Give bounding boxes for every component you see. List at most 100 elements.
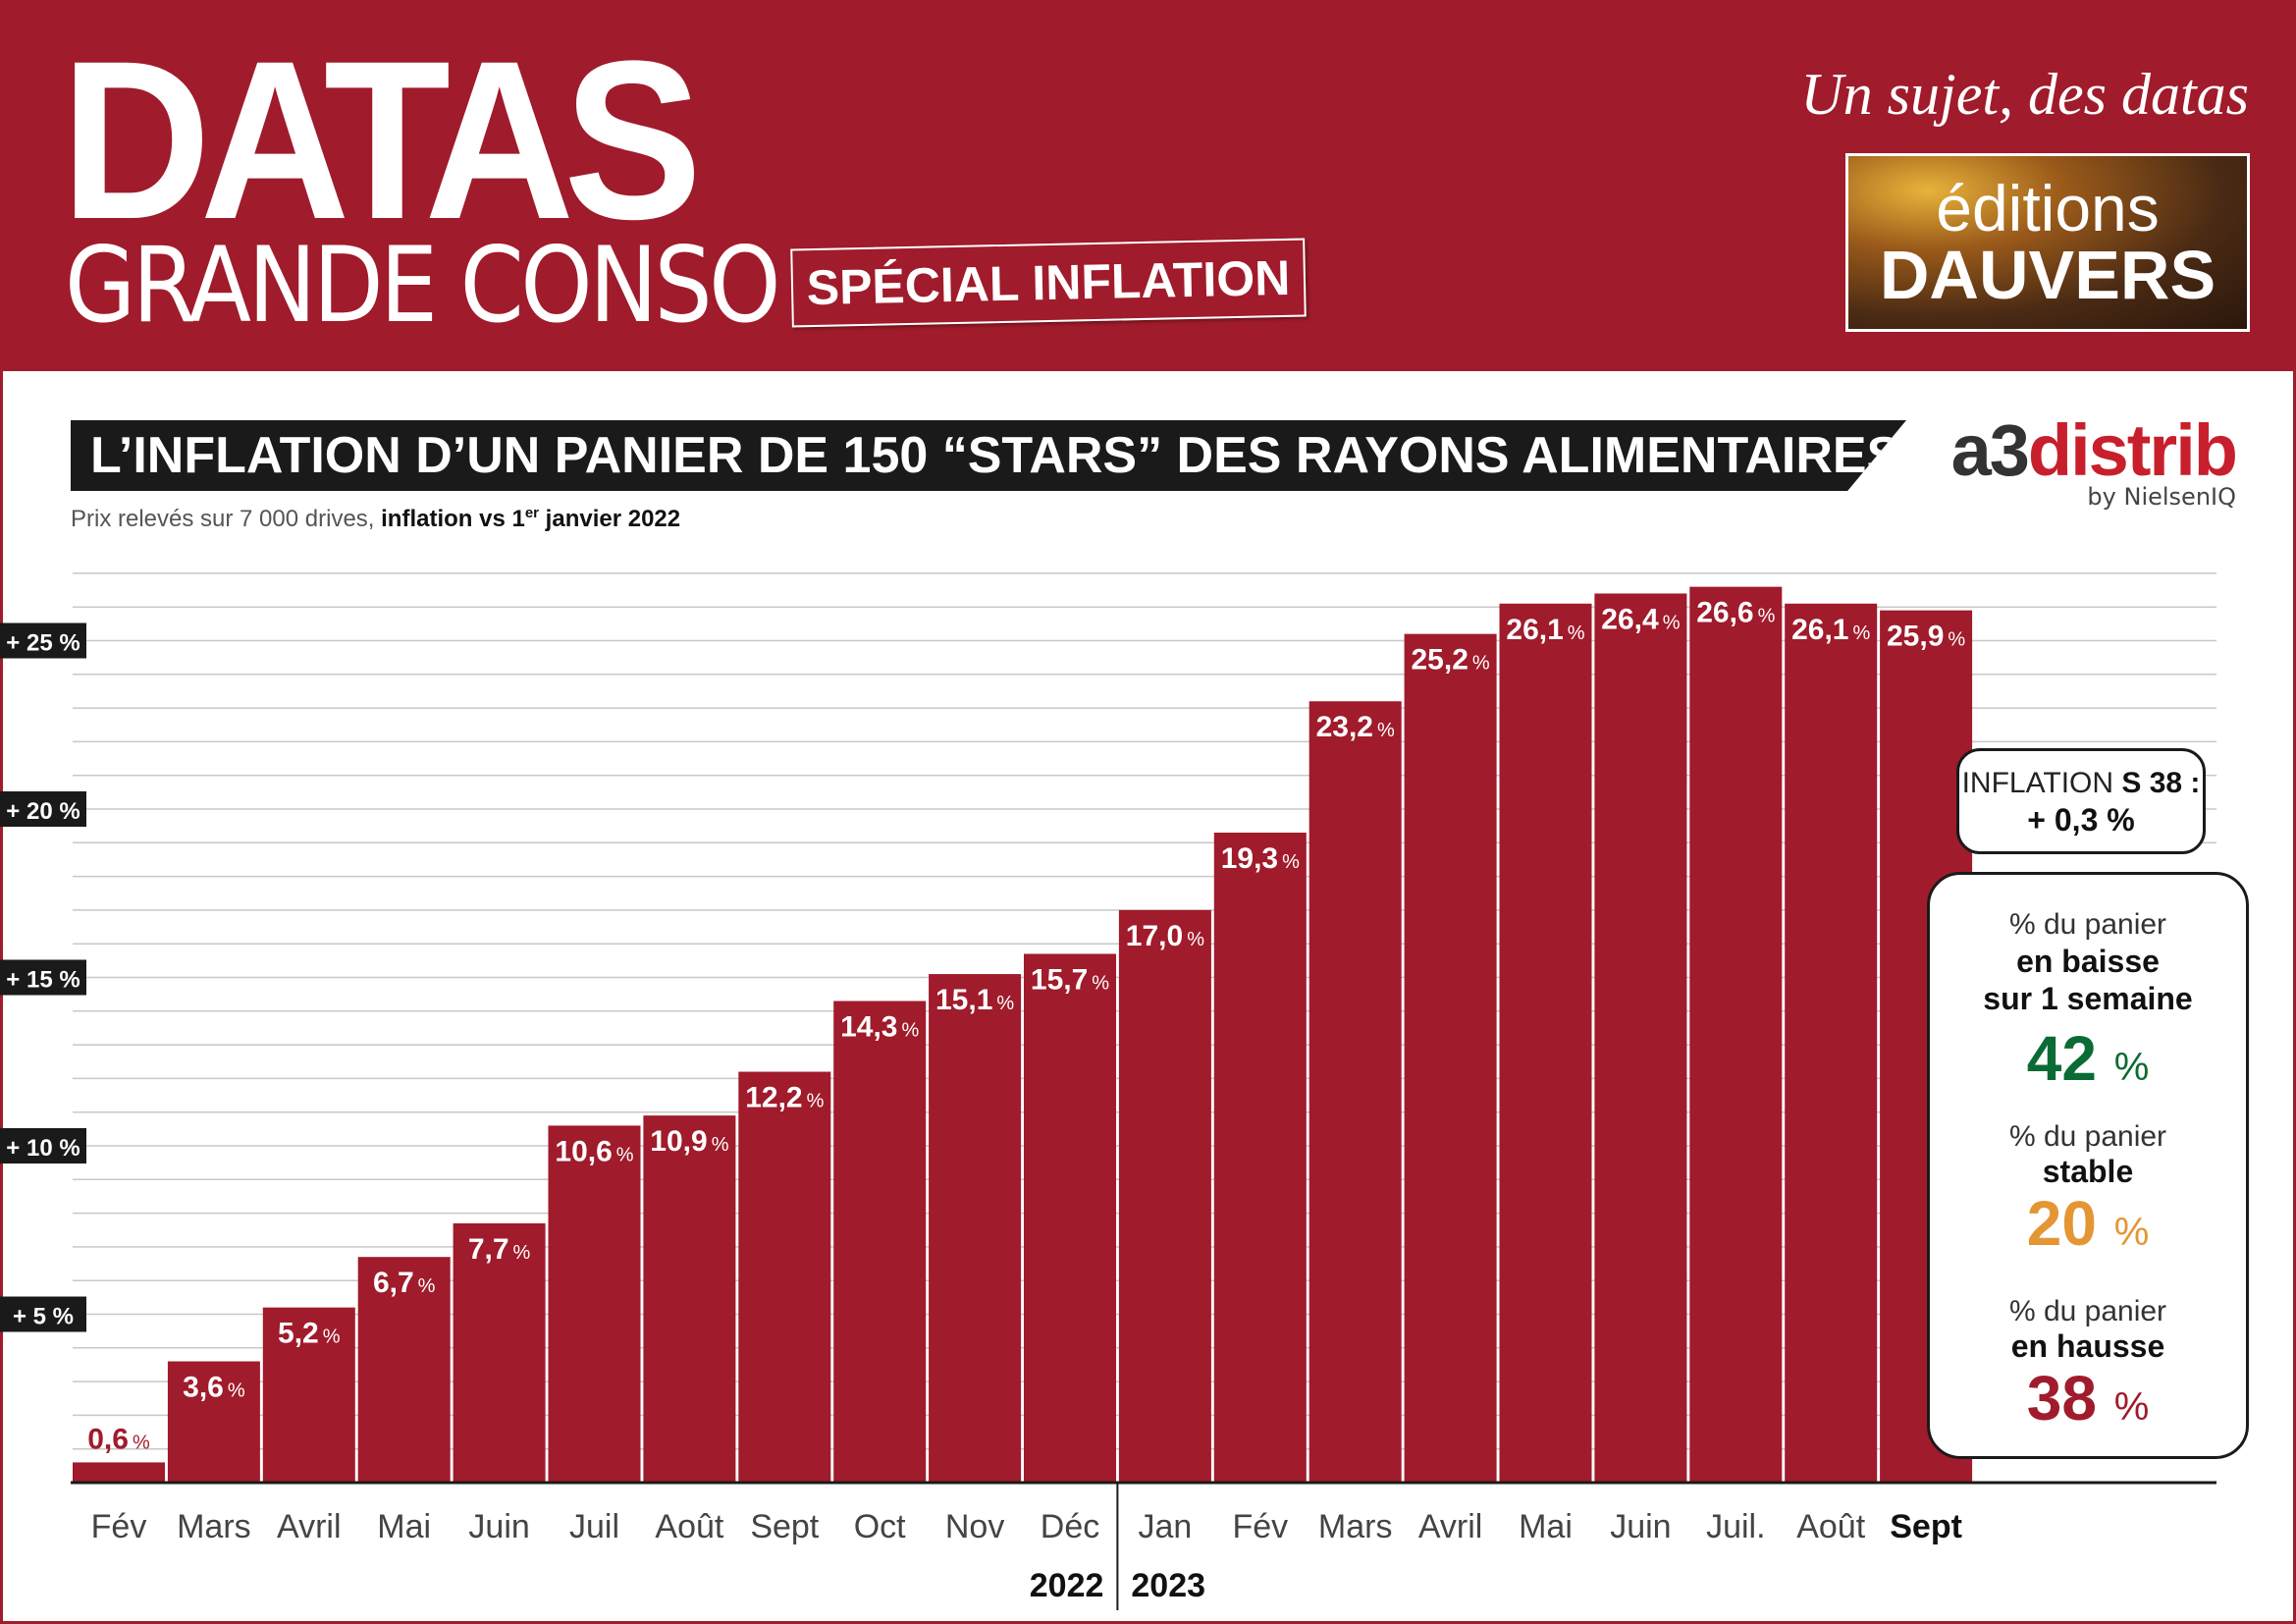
bar [1499, 603, 1592, 1483]
source-logo-a3: a3 [1950, 409, 2030, 491]
bar-value-label: 10,6% [555, 1135, 633, 1167]
bar-value-label: 0,6% [87, 1423, 150, 1455]
x-tick-label: Juil. [1706, 1508, 1765, 1545]
weekly-inflation-value: + 0,3 % [2027, 802, 2135, 838]
year-label-2022: 2022 [1030, 1567, 1104, 1604]
y-tick-label: + 10 % [6, 1135, 80, 1162]
bar-value-label: 3,6% [183, 1372, 245, 1404]
chart-title-banner: L’INFLATION D’UN PANIER DE 150 “STARS” D… [71, 420, 1906, 491]
bar [548, 1125, 641, 1483]
y-tick-badge [0, 959, 86, 996]
basket-down-value: 42 % [1930, 1022, 2246, 1095]
publisher-logo-line2: DAUVERS [1879, 237, 2216, 313]
x-tick-label: Sept [1890, 1508, 1962, 1545]
bar [453, 1222, 546, 1483]
basket-down-unit: % [2113, 1046, 2150, 1089]
x-tick-label: Sept [750, 1508, 819, 1545]
chart-title: L’INFLATION D’UN PANIER DE 150 “STARS” D… [90, 427, 1901, 484]
y-tick-label: + 20 % [6, 798, 80, 825]
basket-stable-label: % du panier [2008, 1120, 2167, 1153]
subtitle-bold-text: inflation vs 1 [381, 506, 525, 532]
subtitle-sup: er [524, 505, 540, 521]
bar-value-label: 26,4% [1601, 603, 1680, 635]
year-label-2023: 2023 [1131, 1567, 1205, 1604]
basket-up-label-bold: en hausse [2010, 1328, 2165, 1364]
x-tick-label: Fév [91, 1508, 147, 1545]
bar-value-label: 26,1% [1506, 614, 1584, 646]
bar-value-label: 15,1% [935, 984, 1014, 1016]
basket-up-value: 38 % [1930, 1362, 2246, 1435]
bar [738, 1071, 831, 1483]
bar [262, 1307, 355, 1483]
x-tick-label: Avril [277, 1508, 342, 1545]
y-tick-badge [0, 623, 86, 659]
basket-breakdown-box: % du panier en baisse sur 1 semaine 42 %… [1927, 872, 2249, 1459]
source-logo-byline: by NielsenIQ [2087, 483, 2236, 511]
subtitle-text: Prix relevés sur 7 000 drives, [71, 506, 382, 532]
y-tick-badge [0, 791, 86, 827]
y-tick-badge [0, 1296, 86, 1332]
bar-value-label: 6,7% [373, 1267, 436, 1299]
bar [1785, 603, 1878, 1483]
bar [1308, 701, 1402, 1483]
x-tick-label: Juin [468, 1508, 529, 1545]
source-logo-distrib: distrib [2027, 409, 2238, 491]
x-tick-label: Juil [569, 1508, 619, 1545]
basket-down-number: 42 [2026, 1023, 2097, 1094]
bar [167, 1361, 260, 1483]
weekly-label-bold: S 38 : [2121, 767, 2201, 799]
weekly-inflation-label: INFLATION S 38 : [1959, 767, 2203, 800]
bar-value-label: 25,9% [1887, 621, 1965, 653]
bar [357, 1257, 451, 1483]
brand-subtitle: GRANDE CONSO [65, 225, 781, 346]
source-logo-name: a3distrib [1950, 409, 2238, 491]
basket-stable-value: 20 % [1930, 1187, 2246, 1260]
basket-stable-number: 20 [2026, 1188, 2097, 1259]
bar [643, 1115, 736, 1483]
x-tick-label: Avril [1418, 1508, 1483, 1545]
basket-up-label: % du panier [2008, 1295, 2167, 1327]
x-tick-label: Fév [1232, 1508, 1288, 1545]
bar-value-label: 25,2% [1412, 644, 1490, 677]
bar-value-label: 14,3% [840, 1011, 919, 1044]
bar [929, 974, 1022, 1483]
x-tick-label: Oct [854, 1508, 906, 1545]
subtitle-bold-end: janvier 2022 [539, 506, 681, 532]
basket-stable-unit: % [2113, 1211, 2150, 1254]
publisher-logo: éditions DAUVERS [1845, 153, 2250, 332]
bar-value-label: 17,0% [1126, 920, 1204, 952]
x-tick-label: Déc [1041, 1508, 1099, 1545]
chart-subtitle: Prix relevés sur 7 000 drives, inflation… [71, 505, 680, 533]
bar [1213, 833, 1307, 1483]
bar [1118, 909, 1211, 1483]
x-tick-label: Août [1796, 1508, 1865, 1545]
brand-title: DATAS [61, 14, 702, 266]
bar [73, 1462, 165, 1483]
y-tick-badge [0, 1128, 86, 1164]
x-tick-label: Août [655, 1508, 723, 1545]
y-tick-label: + 25 % [6, 630, 80, 657]
x-tick-label: Mai [377, 1508, 431, 1545]
x-tick-label: Jan [1138, 1508, 1192, 1545]
bar-value-label: 26,6% [1696, 597, 1775, 629]
content-frame [0, 371, 2296, 1624]
basket-stable-label-bold: stable [2042, 1154, 2134, 1189]
subtitle-bold: inflation vs 1er janvier 2022 [381, 505, 681, 532]
y-tick-label: + 5 % [13, 1304, 74, 1330]
bar-value-label: 5,2% [278, 1318, 341, 1350]
x-tick-label: Juin [1610, 1508, 1671, 1545]
bar-value-label: 26,1% [1791, 614, 1870, 646]
basket-up-unit: % [2113, 1385, 2150, 1429]
bar-value-label: 12,2% [745, 1082, 824, 1114]
bar-value-label: 7,7% [468, 1233, 531, 1266]
basket-down-label-bold: en baisse [2016, 944, 2160, 979]
x-tick-label: Mars [177, 1508, 251, 1545]
publisher-logo-line1: éditions [1936, 172, 2160, 244]
basket-down-label-bold-2: sur 1 semaine [1983, 981, 2193, 1016]
weekly-label-text: INFLATION [1961, 767, 2122, 799]
bar-value-label: 10,9% [650, 1125, 728, 1158]
bar-value-label: 19,3% [1221, 842, 1300, 875]
tagline: Un sujet, des datas [1800, 62, 2249, 127]
weekly-inflation-box: INFLATION S 38 : + 0,3 % [1956, 748, 2206, 854]
